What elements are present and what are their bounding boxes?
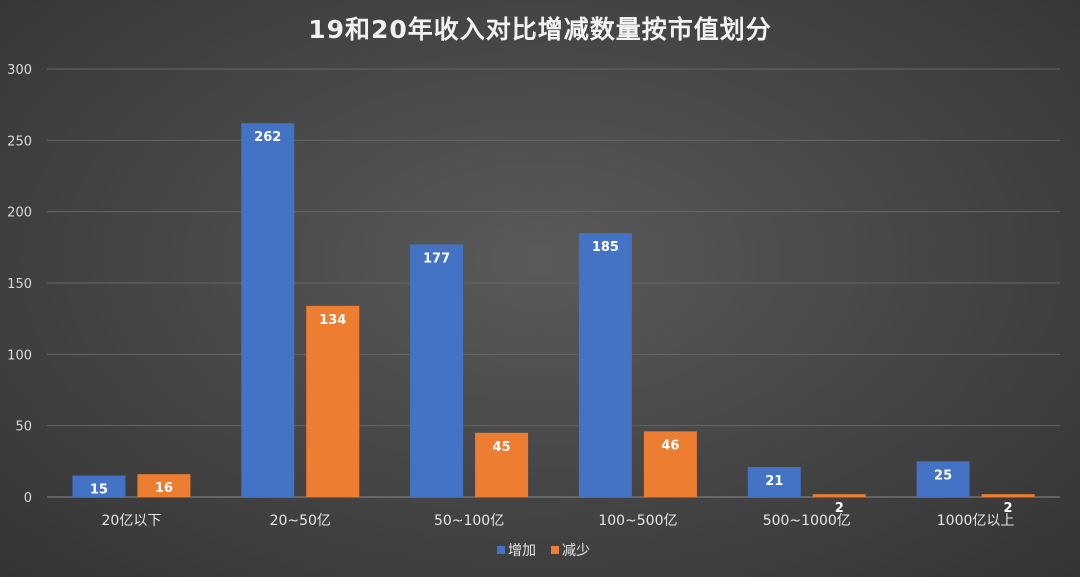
y-tick-label: 150 — [7, 277, 32, 292]
data-label: 177 — [423, 251, 450, 266]
y-tick-label: 0 — [24, 491, 32, 506]
data-label: 21 — [765, 474, 783, 489]
bar — [812, 494, 866, 497]
data-label: 2 — [835, 501, 844, 516]
data-label: 45 — [493, 440, 511, 455]
data-label: 134 — [319, 313, 346, 328]
bar — [643, 431, 697, 497]
x-tick-label: 500~1000亿 — [763, 513, 851, 529]
legend-swatch — [551, 546, 559, 554]
bar — [410, 244, 464, 497]
bar — [475, 432, 529, 497]
bar — [916, 461, 970, 497]
data-label: 46 — [661, 438, 679, 453]
data-label: 185 — [592, 240, 619, 255]
x-tick-label: 1000亿以上 — [937, 513, 1015, 529]
bar — [578, 233, 632, 498]
data-label: 15 — [90, 483, 108, 498]
y-tick-label: 300 — [7, 63, 32, 78]
y-tick-label: 100 — [7, 348, 32, 363]
bar — [747, 467, 801, 497]
data-label: 262 — [254, 130, 281, 145]
x-tick-label: 20~50亿 — [270, 513, 331, 529]
data-label: 2 — [1004, 501, 1013, 516]
x-tick-label: 50~100亿 — [434, 513, 504, 529]
bar — [981, 494, 1035, 497]
legend-label: 增加 — [508, 543, 536, 559]
bar — [241, 123, 295, 498]
y-tick-label: 250 — [7, 134, 32, 149]
bar — [72, 475, 126, 497]
chart-title: 19和20年收入对比增减数量按市值划分 — [308, 15, 772, 44]
bar — [306, 305, 360, 497]
x-tick-label: 20亿以下 — [102, 513, 162, 529]
bar — [137, 474, 191, 497]
legend-swatch — [497, 546, 505, 554]
y-tick-label: 50 — [15, 420, 32, 435]
data-label: 16 — [155, 481, 173, 496]
x-tick-label: 100~500亿 — [598, 513, 677, 529]
data-label: 25 — [934, 468, 952, 483]
legend-label: 减少 — [562, 543, 590, 559]
y-tick-label: 200 — [7, 206, 32, 221]
